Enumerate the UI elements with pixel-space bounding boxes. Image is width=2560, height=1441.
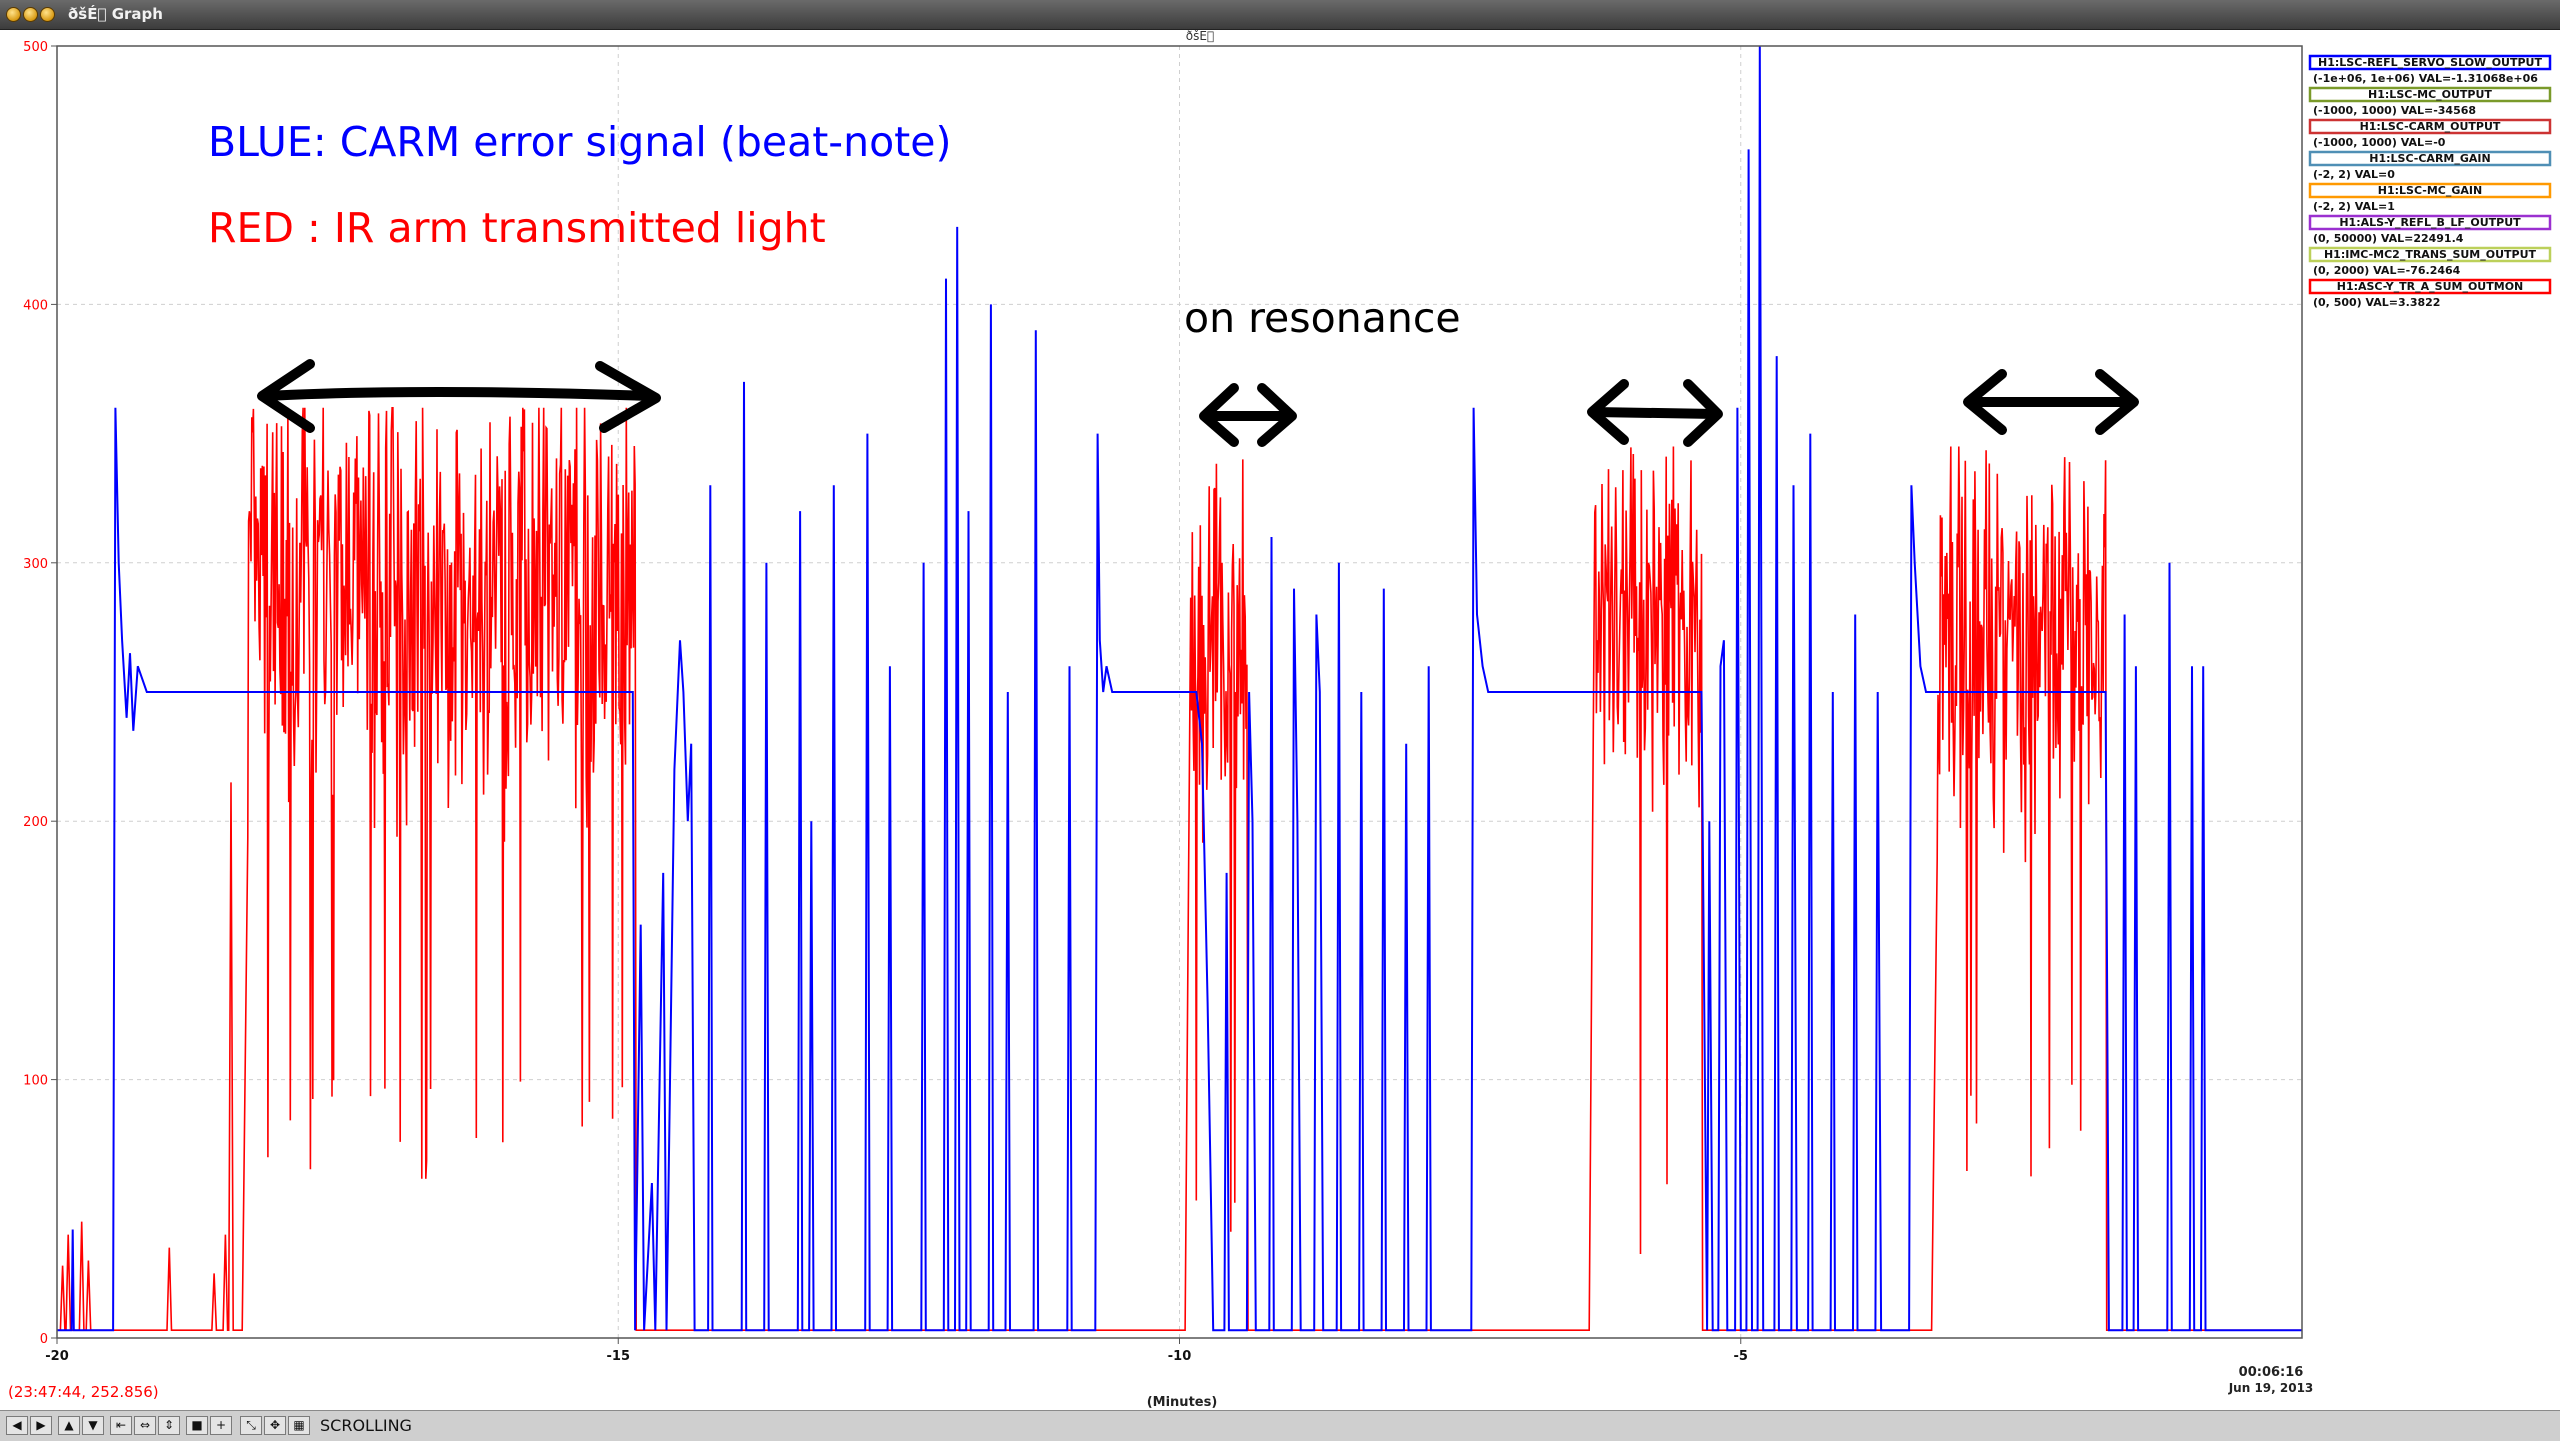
- minimize-window-icon[interactable]: [23, 7, 38, 22]
- zoom-out-y-icon[interactable]: ▼: [82, 1416, 104, 1435]
- legend-name: H1:ALS-Y_REFL_B_LF_OUTPUT: [2339, 216, 2521, 229]
- double-arrow-icon: [1963, 369, 2139, 435]
- double-arrow-icon: [257, 359, 661, 433]
- legend-range: (-1000, 1000) VAL=-0: [2313, 136, 2446, 149]
- legend-swatch[interactable]: [2308, 278, 2552, 295]
- window-titlebar: ðšÉ⃞ Graph: [0, 0, 2560, 30]
- zoom-icon[interactable]: ⤡: [240, 1416, 262, 1435]
- y-tick-label: 100: [23, 1074, 48, 1089]
- legend-swatch[interactable]: [2308, 118, 2552, 135]
- legend-swatch[interactable]: [2308, 182, 2552, 199]
- hand-drawn-arrows: [257, 359, 2139, 447]
- center-label: ðšÉ⃞: [1186, 30, 1214, 43]
- cursor-readout: (23:47:44, 252.856): [8, 1383, 159, 1401]
- x-tick-label: -20: [45, 1349, 69, 1364]
- stop-icon[interactable]: ■: [186, 1416, 208, 1435]
- legend-name: H1:LSC-REFL_SERVO_SLOW_OUTPUT: [2318, 56, 2542, 69]
- legend-name: H1:LSC-CARM_GAIN: [2369, 152, 2490, 165]
- x-tick-label: -10: [1168, 1349, 1192, 1364]
- red-note: RED : IR arm transmitted light: [208, 204, 826, 252]
- legend-range: (-2, 2) VAL=1: [2313, 200, 2395, 213]
- resonance-note: on resonance: [1184, 294, 1461, 342]
- y-tick-label: 300: [23, 557, 48, 572]
- double-arrow-icon: [1587, 379, 1723, 447]
- expand-x-icon[interactable]: ⇔: [134, 1416, 156, 1435]
- x-tick-label: -15: [607, 1349, 631, 1364]
- add-icon[interactable]: +: [210, 1416, 232, 1435]
- y-tick-label: 0: [40, 1332, 48, 1347]
- legend-swatch[interactable]: [2308, 54, 2552, 71]
- legend-range: (0, 50000) VAL=22491.4: [2313, 232, 2464, 245]
- blue-series-line: [57, 45, 2302, 1332]
- legend-name: H1:LSC-MC_OUTPUT: [2368, 88, 2492, 101]
- graph-area[interactable]: 0 100 200 300 400 500 -20 -15 -10 -5 ðšÉ⃞ BLUE: C…: [0, 28, 2560, 1410]
- x-tick-label: -5: [1734, 1349, 1748, 1364]
- y-tick-label: 400: [23, 298, 48, 313]
- legend-swatch[interactable]: [2308, 150, 2552, 167]
- expand-y-icon[interactable]: ⇕: [158, 1416, 180, 1435]
- close-window-icon[interactable]: [6, 7, 21, 22]
- red-series-line: [57, 407, 2302, 1331]
- legend-swatch[interactable]: [2308, 214, 2552, 231]
- legend-panel: H1:LSC-REFL_SERVO_SLOW_OUTPUT (-1e+06, 1e…: [2304, 34, 2554, 309]
- double-arrow-icon: [1199, 383, 1297, 447]
- blue-note: BLUE: CARM error signal (beat-note): [208, 118, 951, 166]
- pan-icon[interactable]: ✥: [264, 1416, 286, 1435]
- legend-name: H1:IMC-MC2_TRANS_SUM_OUTPUT: [2324, 248, 2537, 261]
- scroll-mode-label: SCROLLING: [320, 1416, 412, 1435]
- scroll-left-icon[interactable]: ◀: [6, 1416, 28, 1435]
- compress-x-icon[interactable]: ⇤: [110, 1416, 132, 1435]
- legend-range: (0, 500) VAL=3.3822: [2313, 296, 2440, 309]
- legend-range: (-1e+06, 1e+06) VAL=-1.31068e+06: [2313, 72, 2538, 85]
- x-axis-label: (Minutes): [1147, 1395, 1218, 1410]
- legend-name: H1:ASC-Y_TR_A_SUM_OUTMON: [2337, 280, 2524, 293]
- zoom-in-y-icon[interactable]: ▲: [58, 1416, 80, 1435]
- end-date-label: Jun 19, 2013: [2228, 1381, 2314, 1395]
- scroll-right-icon[interactable]: ▶: [30, 1416, 52, 1435]
- legend-swatch[interactable]: [2308, 246, 2552, 263]
- window-title: ðšÉ⃞ Graph: [68, 5, 163, 23]
- y-tick-label: 200: [23, 815, 48, 830]
- legend-name: H1:LSC-CARM_OUTPUT: [2360, 120, 2501, 133]
- bottom-toolbar: ◀ ▶ ▲ ▼ ⇤ ⇔ ⇕ ■ + ⤡ ✥ ▦ SCROLLING: [0, 1410, 2560, 1441]
- grid-toggle-icon[interactable]: ▦: [288, 1416, 310, 1435]
- plot-series: [57, 45, 2302, 1332]
- axis-ticks: 0 100 200 300 400 500 -20 -15 -10 -5: [23, 40, 1748, 1364]
- maximize-window-icon[interactable]: [40, 7, 55, 22]
- legend-range: (0, 2000) VAL=-76.2464: [2313, 264, 2461, 277]
- y-tick-label: 500: [23, 40, 48, 55]
- legend-range: (-1000, 1000) VAL=-34568: [2313, 104, 2476, 117]
- legend-range: (-2, 2) VAL=0: [2313, 168, 2395, 181]
- legend-swatch[interactable]: [2308, 86, 2552, 103]
- end-time-label: 00:06:16: [2239, 1365, 2304, 1380]
- legend-name: H1:LSC-MC_GAIN: [2378, 184, 2482, 197]
- chart-svg[interactable]: 0 100 200 300 400 500 -20 -15 -10 -5 ðšÉ⃞ BLUE: C…: [0, 28, 2560, 1410]
